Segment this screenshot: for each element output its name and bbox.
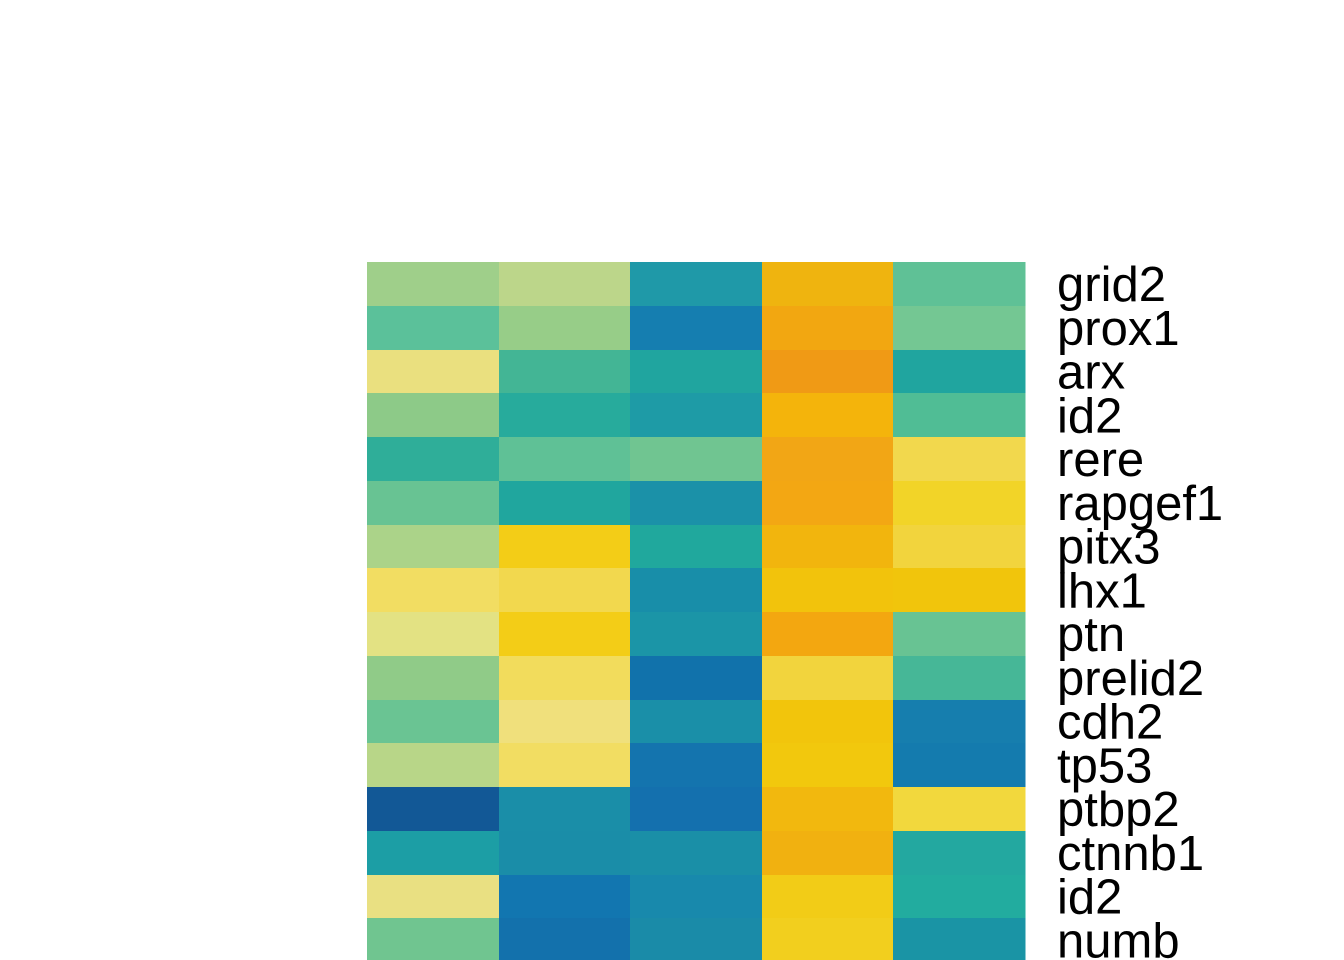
heatmap-cell: [893, 700, 1026, 744]
heatmap-cell: [367, 306, 500, 351]
heatmap-cell: [762, 918, 894, 960]
heatmap-cell: [630, 568, 763, 613]
heatmap-cell: [630, 918, 763, 960]
heatmap-cell: [367, 700, 500, 744]
heatmap-cell: [499, 875, 631, 919]
heatmap-cell: [367, 918, 500, 960]
heatmap-cell: [893, 262, 1026, 307]
heatmap-cell: [762, 700, 894, 744]
row-label: arx: [1057, 346, 1125, 400]
heatmap-cell: [367, 481, 500, 526]
row-label: ptn: [1057, 608, 1125, 662]
heatmap-cell: [499, 918, 631, 960]
heatmap-cell: [762, 481, 894, 526]
heatmap-cell: [893, 437, 1026, 482]
heatmap-cell: [367, 525, 500, 569]
heatmap-cell: [499, 350, 631, 394]
heatmap-cell: [499, 393, 631, 438]
row-label: grid2: [1057, 258, 1166, 312]
heatmap-cell: [762, 875, 894, 919]
heatmap-cell: [630, 831, 763, 876]
heatmap-cell: [762, 787, 894, 832]
heatmap-cell: [893, 875, 1026, 919]
heatmap-cell: [630, 612, 763, 657]
heatmap-cell: [499, 787, 631, 832]
heatmap-cell: [499, 568, 631, 613]
heatmap-cell: [762, 656, 894, 701]
heatmap-cell: [630, 393, 763, 438]
heatmap-cell: [367, 437, 500, 482]
row-label: tp53: [1057, 739, 1152, 793]
heatmap-cell: [762, 393, 894, 438]
heatmap-cell: [762, 525, 894, 569]
row-label: id2: [1057, 871, 1122, 925]
heatmap-cell: [893, 481, 1026, 526]
heatmap-cell: [893, 831, 1026, 876]
row-label: ctnnb1: [1057, 827, 1204, 881]
heatmap-cell: [762, 437, 894, 482]
heatmap-cell: [499, 437, 631, 482]
heatmap-cell: [367, 743, 500, 788]
heatmap-cell: [499, 262, 631, 307]
heatmap-cell: [893, 568, 1026, 613]
heatmap-cell: [367, 787, 500, 832]
heatmap-cell: [893, 306, 1026, 351]
heatmap-cell: [893, 612, 1026, 657]
heatmap-cell: [367, 393, 500, 438]
heatmap-cell: [762, 612, 894, 657]
heatmap-cell: [499, 743, 631, 788]
heatmap-cell: [630, 787, 763, 832]
heatmap-cell: [499, 481, 631, 526]
heatmap-cell: [367, 612, 500, 657]
heatmap-cell: [499, 700, 631, 744]
heatmap-cell: [630, 875, 763, 919]
heatmap-cell: [893, 525, 1026, 569]
heatmap-cell: [630, 306, 763, 351]
heatmap-cell: [367, 875, 500, 919]
heatmap-cell: [367, 262, 500, 307]
heatmap-cell: [499, 525, 631, 569]
heatmap-cell: [499, 831, 631, 876]
heatmap-cell: [499, 612, 631, 657]
heatmap-cell: [893, 787, 1026, 832]
row-label: pitx3: [1057, 521, 1161, 575]
heatmap-cell: [762, 831, 894, 876]
heatmap-cell: [630, 743, 763, 788]
heatmap-cell: [893, 918, 1026, 960]
row-label: prelid2: [1057, 652, 1204, 706]
heatmap-cell: [893, 656, 1026, 701]
row-label: lhx1: [1057, 564, 1147, 618]
heatmap-cell: [893, 393, 1026, 438]
heatmap-cell: [630, 525, 763, 569]
heatmap-cell: [630, 481, 763, 526]
heatmap-cell: [367, 568, 500, 613]
heatmap-cell: [762, 262, 894, 307]
heatmap-cell: [893, 743, 1026, 788]
heatmap-cell: [367, 350, 500, 394]
heatmap-cell: [762, 743, 894, 788]
heatmap-cell: [762, 568, 894, 613]
heatmap-cell: [630, 437, 763, 482]
row-label: cdh2: [1057, 696, 1163, 750]
row-label: rapgef1: [1057, 477, 1223, 531]
heatmap-cell: [630, 700, 763, 744]
heatmap-cell: [893, 350, 1026, 394]
heatmap-cell: [630, 656, 763, 701]
heatmap-cell: [367, 831, 500, 876]
heatmap-cell: [499, 306, 631, 351]
heatmap-cell: [630, 350, 763, 394]
row-label: prox1: [1057, 302, 1180, 356]
row-label: numb: [1057, 914, 1180, 960]
row-label: id2: [1057, 389, 1122, 443]
heatmap-cell: [762, 306, 894, 351]
row-label: ptbp2: [1057, 783, 1180, 837]
heatmap-cell: [499, 656, 631, 701]
heatmap-cell: [762, 350, 894, 394]
row-labels: grid2prox1arxid2rererapgef1pitx3lhx1ptnp…: [1057, 258, 1223, 960]
row-label: rere: [1057, 433, 1144, 487]
heatmap-cells: [367, 262, 1026, 960]
heatmap-cell: [367, 656, 500, 701]
heatmap-cell: [630, 262, 763, 307]
